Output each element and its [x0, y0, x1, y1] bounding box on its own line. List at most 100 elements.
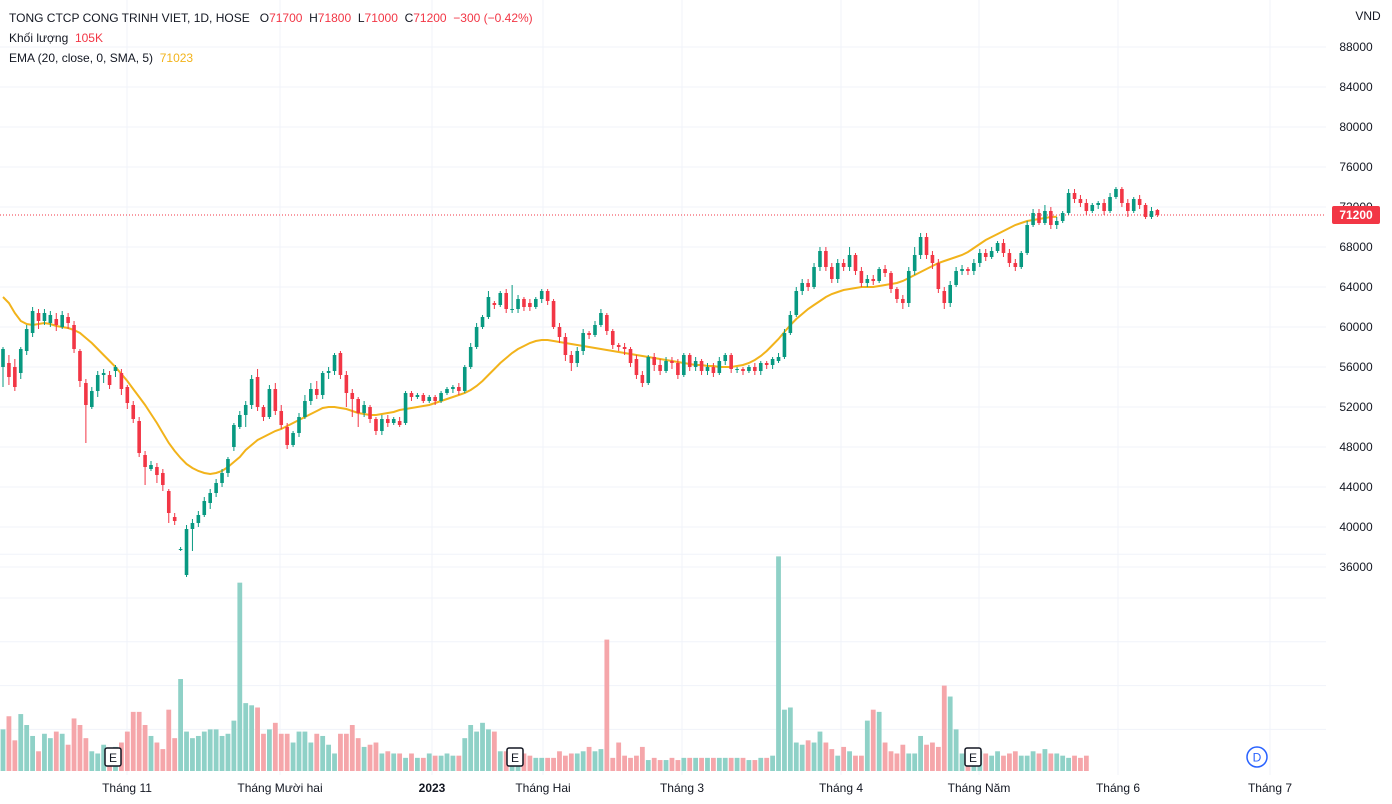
candle [889, 271, 893, 293]
volume-bar [491, 731, 497, 771]
volume-bar [385, 751, 391, 771]
candle-body [711, 367, 716, 373]
earnings-marker[interactable]: E [964, 747, 982, 767]
volume-bar [0, 729, 6, 771]
candle [794, 287, 799, 317]
candle-body [415, 395, 420, 397]
volume-bar [130, 711, 136, 771]
earnings-marker[interactable]: E [104, 747, 122, 767]
legend-ohlc-row[interactable]: TONG CTCP CONG TRINH VIET, 1D, HOSE O717… [9, 11, 533, 25]
candle-body [528, 303, 532, 307]
candle [320, 371, 325, 399]
candle [297, 413, 301, 437]
candle-body [782, 333, 787, 357]
candle [788, 311, 793, 335]
candle [658, 359, 662, 375]
candle-body [190, 523, 195, 529]
legend-volume-row[interactable]: Khối lượng 105K [9, 28, 533, 48]
candle-body [682, 355, 686, 375]
candle-body [356, 399, 360, 413]
candle [368, 405, 372, 423]
volume-bar [859, 755, 864, 771]
candle-body [1120, 189, 1124, 203]
candle-body [693, 361, 698, 367]
candle [1007, 249, 1012, 267]
volume-bar [734, 757, 740, 771]
candle-body [605, 315, 609, 331]
volume-bar [231, 720, 237, 771]
candle-body [220, 473, 224, 483]
earnings-marker[interactable]: E [506, 747, 524, 767]
price-axis[interactable]: 36000 40000 44000 48000 52000 56000 60000 64000… [1339, 40, 1373, 574]
candle-body [320, 373, 325, 395]
candle-body [95, 375, 100, 391]
volume-bar [906, 753, 912, 771]
candle [72, 321, 76, 353]
volume-bar [1030, 751, 1036, 771]
candle-body [587, 333, 591, 335]
candle-body [983, 253, 988, 257]
candle [723, 353, 728, 365]
candle-body [1102, 203, 1106, 211]
volume-bar [1083, 755, 1089, 771]
volume-bar [1066, 757, 1071, 771]
candle-body [1114, 189, 1118, 197]
dividend-marker[interactable]: D [1246, 746, 1268, 768]
candle-body [812, 267, 816, 287]
volume-bar [462, 738, 468, 771]
candle [1013, 259, 1018, 271]
volume-bar [728, 757, 734, 771]
volume-bar [628, 757, 633, 771]
time-axis[interactable]: Tháng 11 Tháng Mười hai 2023 Tháng Hai Tháng… [102, 781, 1292, 795]
candle [871, 275, 876, 285]
candles [1, 187, 1160, 577]
currency-label[interactable]: VND [1355, 9, 1381, 23]
candle [948, 281, 952, 307]
candle-body [409, 393, 414, 397]
candle [1084, 199, 1089, 215]
volume-bar [930, 742, 935, 771]
candle [433, 395, 437, 405]
candle-body [433, 397, 437, 401]
candle-body [989, 251, 994, 257]
volume-bar [1060, 755, 1066, 771]
candle-body [1143, 205, 1148, 217]
volume-bar [568, 753, 574, 771]
legend-ema-row[interactable]: EMA (20, close, 0, SMA, 5) 71023 [9, 48, 533, 68]
candle [599, 309, 603, 327]
candle [634, 355, 639, 379]
price-tick-label: 76000 [1339, 160, 1373, 174]
candle [978, 249, 982, 267]
candle-body [297, 417, 301, 433]
candle [735, 367, 739, 373]
volume-bar [651, 757, 657, 771]
candle [841, 259, 846, 271]
candle-body [7, 363, 11, 377]
candle [534, 297, 538, 309]
candle [344, 371, 349, 407]
candle [238, 411, 242, 429]
candle-body [178, 549, 183, 550]
volume-bar [770, 755, 775, 771]
candle-body [1072, 193, 1077, 199]
candle [676, 359, 680, 379]
candle [818, 247, 822, 271]
volume-bar [432, 755, 438, 771]
candle-body [36, 313, 41, 321]
candle-body [853, 255, 858, 271]
candle-body [806, 283, 810, 287]
volume-bar [912, 753, 918, 771]
volume-bar [349, 725, 355, 771]
candle-body [78, 351, 82, 381]
volume-bar [705, 757, 710, 771]
candle-body [1019, 253, 1024, 267]
volume-bar [610, 757, 616, 771]
candle [901, 295, 905, 309]
candle [960, 265, 964, 275]
volume-bar [592, 751, 598, 771]
candle-body [563, 337, 568, 355]
price-tick-label: 88000 [1339, 40, 1373, 54]
candle [930, 251, 935, 269]
